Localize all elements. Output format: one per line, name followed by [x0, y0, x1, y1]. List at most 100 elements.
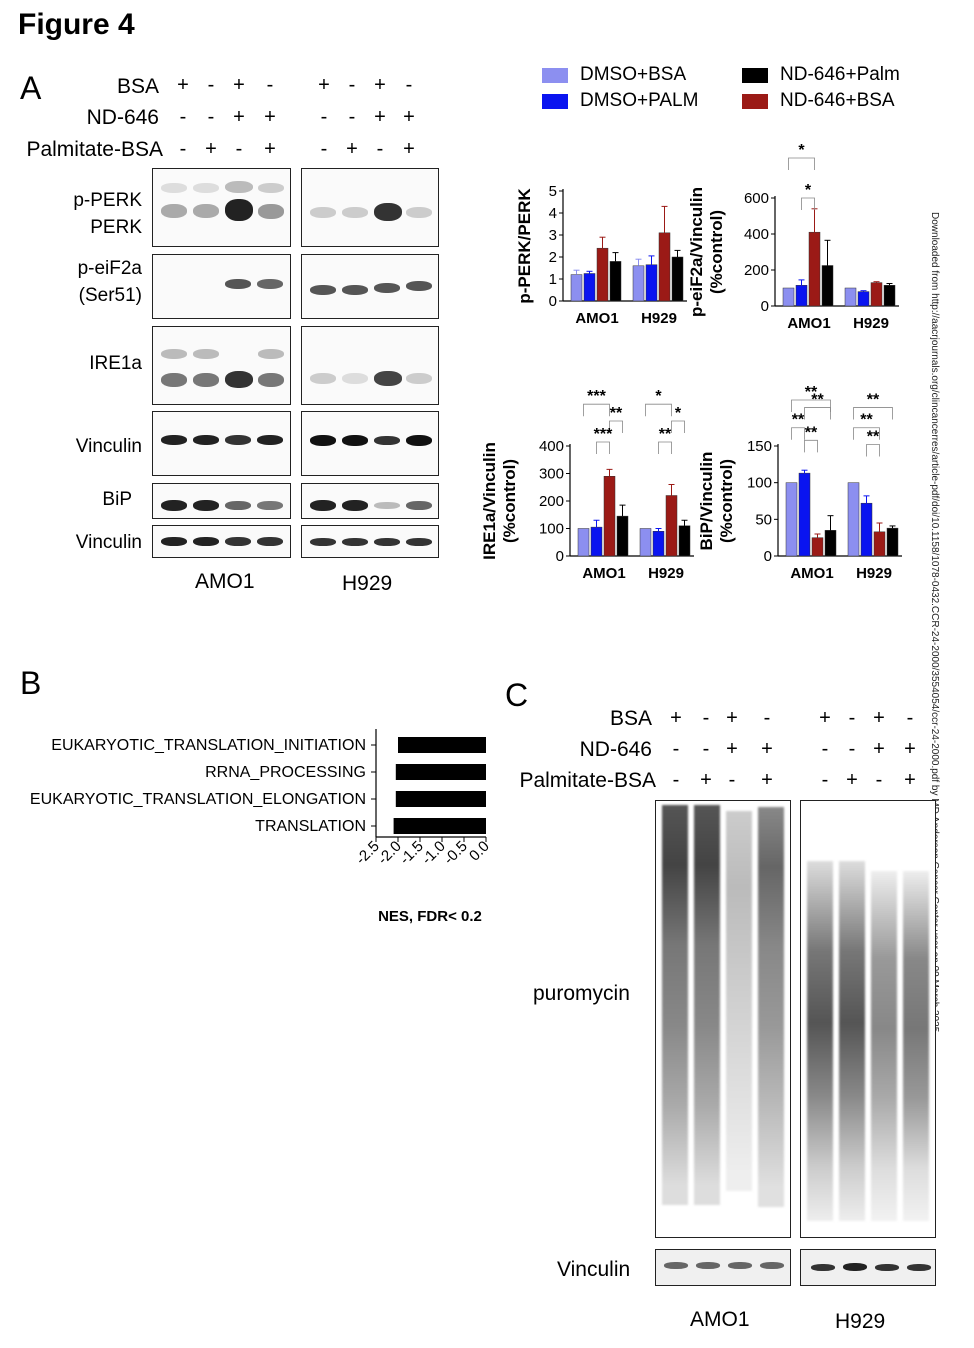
bar-h929-3	[671, 256, 684, 302]
legend-swatch-nd646-bsa	[742, 94, 768, 109]
blot-vinculin2-h929	[301, 525, 439, 558]
bar-amo1-1	[583, 273, 596, 302]
y-tick-label: 3	[549, 227, 557, 244]
gsea-bar-1	[395, 764, 486, 780]
y-tick-label: 600	[744, 190, 769, 207]
bar-amo1-3	[824, 530, 837, 557]
a-sign-r2-5: -	[320, 106, 328, 128]
cell-line-h929-a: H929	[342, 572, 393, 595]
significance-bracket	[804, 407, 831, 420]
y-tick-label: 0	[556, 548, 564, 565]
significance-bracket	[645, 403, 672, 417]
significance-bracket	[853, 427, 880, 440]
bar-h929-1	[645, 264, 658, 302]
bar-h929-0	[632, 265, 645, 302]
y-tick-label: 0	[764, 548, 772, 565]
bar-amo1-1	[590, 526, 603, 557]
blot-bip-h929	[301, 483, 439, 519]
y-axis-label-2: (%control)	[717, 459, 736, 543]
bar-h929-3	[886, 527, 899, 557]
bar-amo1-0	[782, 287, 795, 307]
bar-amo1-3	[609, 261, 622, 302]
significance-bracket	[609, 420, 623, 433]
c-sign-r1-3: +	[726, 707, 738, 729]
bar-amo1-0	[570, 274, 583, 302]
significance-label: **	[659, 426, 672, 443]
blot-label-p-eif2a: p-eiF2a	[77, 258, 142, 279]
significance-label: **	[805, 384, 818, 401]
a-sign-r3-1: -	[179, 138, 187, 160]
blot-vinculin-c-amo1	[655, 1249, 791, 1286]
a-sign-r3-3: -	[235, 138, 243, 160]
a-sign-r2-6: -	[348, 106, 356, 128]
a-sign-r3-4: +	[264, 138, 276, 160]
blot-label-vinculin-c: Vinculin	[557, 1258, 631, 1281]
significance-label: **	[811, 392, 824, 409]
bar-amo1-3	[821, 265, 834, 307]
y-tick-label: 50	[755, 511, 772, 528]
gsea-term-label: EUKARYOTIC_TRANSLATION_ELONGATION	[30, 791, 366, 808]
blot-puromycin-amo1	[655, 800, 791, 1238]
blot-label-vinculin-2: Vinculin	[75, 532, 142, 553]
x-category-label: H929	[856, 565, 892, 582]
blot-label-bip: BiP	[102, 489, 132, 510]
blot-perk-amo1	[152, 168, 291, 247]
y-tick-label: 200	[539, 493, 564, 510]
c-sign-r1-1: +	[670, 707, 682, 729]
blot-vinculin1-amo1	[152, 411, 291, 476]
bar-amo1-0	[785, 482, 798, 557]
blot-puromycin-h929	[800, 800, 936, 1238]
significance-bracket	[671, 420, 685, 433]
bar-amo1-1	[795, 285, 808, 307]
y-axis-label-2: (%control)	[500, 459, 519, 543]
bar-amo1-1	[798, 472, 811, 557]
a-sign-r3-7: -	[376, 138, 384, 160]
y-tick-label: 150	[747, 438, 772, 455]
significance-label: *	[798, 142, 805, 159]
x-category-label: AMO1	[575, 310, 618, 327]
significance-label: **	[867, 392, 880, 409]
significance-bracket	[791, 427, 805, 440]
significance-label: **	[860, 412, 873, 429]
significance-bracket	[791, 399, 831, 412]
c-sign-r2-8: +	[904, 738, 916, 760]
bar-h929-0	[844, 287, 857, 307]
significance-label: **	[792, 412, 805, 429]
bar-amo1-2	[596, 247, 609, 302]
c-sign-r1-6: -	[848, 707, 856, 729]
significance-bracket	[788, 157, 815, 170]
blot-label-ser51: (Ser51)	[78, 285, 142, 306]
a-sign-r3-8: +	[403, 138, 415, 160]
a-sign-r2-3: +	[233, 106, 245, 128]
blot-label-vinculin-1: Vinculin	[75, 436, 142, 457]
panel-b-letter: B	[20, 665, 42, 701]
gsea-bar-3	[393, 818, 486, 834]
a-sign-r1-3: +	[233, 74, 245, 96]
bar-h929-3	[678, 525, 691, 557]
significance-bracket	[801, 197, 815, 210]
y-axis-label: p-eiF2a/Vinculin	[690, 187, 706, 317]
x-category-label: H929	[641, 310, 677, 327]
c-sign-r3-5: -	[821, 769, 829, 791]
bar-amo1-2	[603, 476, 616, 557]
a-sign-r2-2: -	[207, 106, 215, 128]
y-tick-label: 0	[761, 298, 769, 315]
cond-palmitate-label: Palmitate-BSA	[26, 138, 163, 161]
significance-bracket	[804, 439, 818, 453]
y-tick-label: 0	[549, 293, 557, 310]
significance-label: *	[805, 182, 812, 199]
c-sign-r3-6: +	[846, 769, 858, 791]
gsea-bar-2	[395, 791, 486, 807]
significance-label: *	[655, 388, 662, 405]
y-axis-label-2: (%control)	[707, 210, 726, 294]
blot-vinculin-c-h929	[800, 1249, 936, 1286]
c-sign-r2-3: +	[726, 738, 738, 760]
significance-label: ***	[594, 426, 613, 443]
c-sign-r3-2: +	[700, 769, 712, 791]
a-sign-r3-2: +	[205, 138, 217, 160]
bar-h929-2	[873, 531, 886, 557]
y-tick-label: 400	[539, 438, 564, 455]
c-sign-r1-8: -	[906, 707, 914, 729]
significance-bracket	[583, 403, 610, 417]
x-category-label: AMO1	[787, 315, 830, 332]
